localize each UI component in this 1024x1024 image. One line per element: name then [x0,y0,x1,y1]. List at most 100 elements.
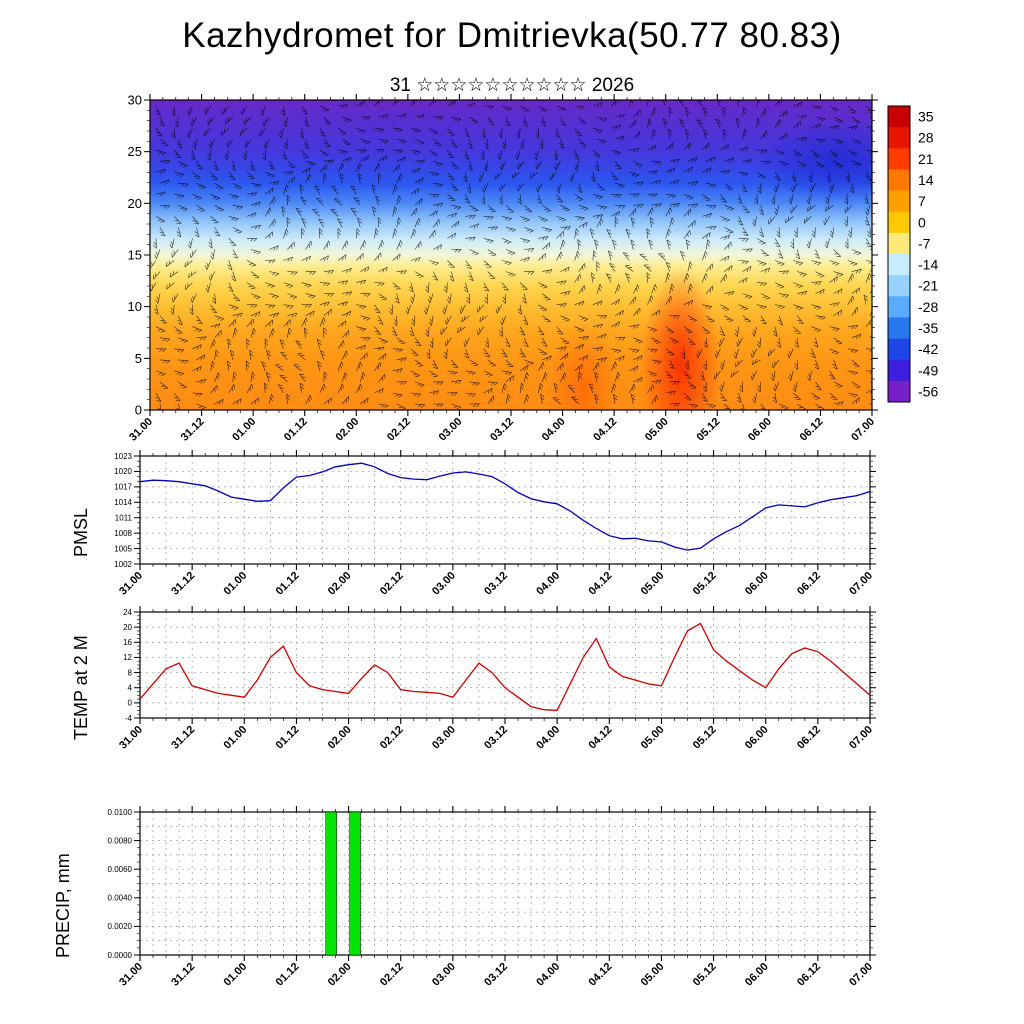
time-tick-label: 06.12 [795,724,823,752]
y-tick-label: 16 [123,638,132,647]
time-tick-label: 01.00 [221,961,249,989]
y-tick-label: 8 [128,668,133,677]
y-tick-label: 0.0000 [108,951,133,960]
time-tick-label: 02.00 [326,961,354,989]
temperature-shading [150,100,872,410]
y-tick-label: 0 [135,403,142,418]
time-tick-label: 31.12 [169,724,197,752]
colorbar-tick-label: 0 [918,214,926,230]
temp2m-line [139,622,871,712]
time-tick-label: 02.00 [326,570,354,598]
precip-panel: 0.0000 0.0020 0.0040 0.0060 0.0080 0.0100 31.0… [108,806,876,989]
wind-barbs [150,100,872,410]
time-tick-label: 06.12 [798,416,826,444]
y-tick-label: 0.0060 [108,865,133,874]
cross-section-panel: 31.00 31.12 01.00 01.12 02.00 02.12 03.00 03.12… [127,93,938,444]
y-tick-label: 1017 [114,483,132,492]
time-tick-label: 31.12 [169,570,197,598]
time-tick-label: 05.12 [691,570,719,598]
time-tick-label: 03.00 [430,724,458,752]
time-tick-label: 06.00 [746,416,774,444]
y-tick-label: 1002 [114,560,132,569]
time-tick-label: 04.12 [586,570,614,598]
time-tick-label: 31.00 [127,416,155,444]
time-tick-label: 05.12 [691,724,719,752]
time-tick-label: 31.12 [179,416,207,444]
time-tick-label: 31.00 [117,570,145,598]
time-tick-label: 04.12 [591,416,619,444]
y-tick-label: 5 [135,351,142,366]
time-tick-label: 04.00 [534,961,562,989]
time-tick-label: 05.00 [639,724,667,752]
time-tick-label: 07.00 [847,961,875,989]
temp2m-panel: -4 0 4 8 12 16 20 24 31.00 31.12 01.00 01.12 02.00 02… [117,606,876,752]
y-tick-label: 0.0100 [108,808,133,817]
y-tick-label: 1008 [114,529,132,538]
y-tick-label: 30 [128,93,142,108]
time-tick-label: 02.12 [378,724,406,752]
pmsl-line [139,462,871,551]
colorbar-tick-label: -56 [918,383,938,399]
cold-band [150,169,872,192]
time-tick-label: 05.00 [639,961,667,989]
y-tick-label: 0.0020 [108,922,133,931]
time-tick-label: 06.00 [743,570,771,598]
time-tick-label: 02.12 [378,570,406,598]
time-tick-label: 05.12 [694,416,722,444]
time-tick-label: 07.00 [849,416,877,444]
time-tick-label: 04.12 [586,961,614,989]
time-tick-label: 02.00 [326,724,354,752]
time-tick-label: 31.00 [117,961,145,989]
y-tick-label: 0.0040 [108,894,133,903]
time-tick-label: 05.12 [691,961,719,989]
colorbar-tick-label: -21 [918,278,938,294]
time-tick-label: 02.12 [378,961,406,989]
time-tick-label: 03.12 [482,961,510,989]
colorbar-tick-label: -28 [918,299,938,315]
time-tick-label: 03.12 [482,570,510,598]
time-tick-label: 03.12 [488,416,516,444]
time-tick-label: 03.00 [430,961,458,989]
time-tick-label: 05.00 [639,570,667,598]
colorbar-tick-label: -49 [918,362,938,378]
time-tick-label: 01.12 [282,416,310,444]
date-subtitle: 31 ☆☆☆☆☆☆☆☆☆☆ 2026 [389,75,635,96]
time-tick-label: 06.12 [795,570,823,598]
time-tick-label: 01.00 [221,570,249,598]
y-tick-label: -4 [125,714,133,723]
warm-core [547,323,620,410]
y-tick-label: 10 [128,299,142,314]
y-tick-label: 4 [128,684,133,693]
y-tick-label: 0.0080 [108,836,133,845]
colorbar-tick-label: 7 [918,193,926,209]
y-tick-label: 25 [128,144,142,159]
time-tick-label: 03.12 [482,724,510,752]
time-tick-label: 31.12 [169,961,197,989]
time-tick-label: 03.00 [430,570,458,598]
colorbar-tick-label: -42 [918,341,938,357]
y-tick-label: 1014 [114,498,132,507]
colorbar-tick-label: -7 [918,235,931,251]
time-tick-label: 02.00 [333,416,361,444]
time-tick-label: 01.00 [230,416,258,444]
time-tick-label: 01.12 [274,961,302,989]
time-tick-label: 04.00 [534,570,562,598]
y-tick-label: 1020 [114,467,132,476]
colorbar: 35 28 21 14 7 0 -7 -14 -21 -28 -35 -42 -49 -56 [887,105,938,403]
colorbar-tick-label: 14 [918,172,934,188]
y-tick-label: 1011 [115,514,133,523]
time-tick-label: 06.00 [743,961,771,989]
colorbar-tick-label: 35 [918,109,934,125]
y-tick-label: 15 [128,248,142,263]
time-tick-label: 01.12 [274,570,302,598]
time-tick-label: 04.00 [540,416,568,444]
y-tick-label: 20 [128,196,142,211]
time-tick-label: 06.12 [795,961,823,989]
y-tick-label: 24 [123,608,132,617]
time-tick-label: 01.12 [274,724,302,752]
precip-bar [349,811,361,956]
precip-bar [325,811,337,956]
time-tick-label: 04.12 [586,724,614,752]
